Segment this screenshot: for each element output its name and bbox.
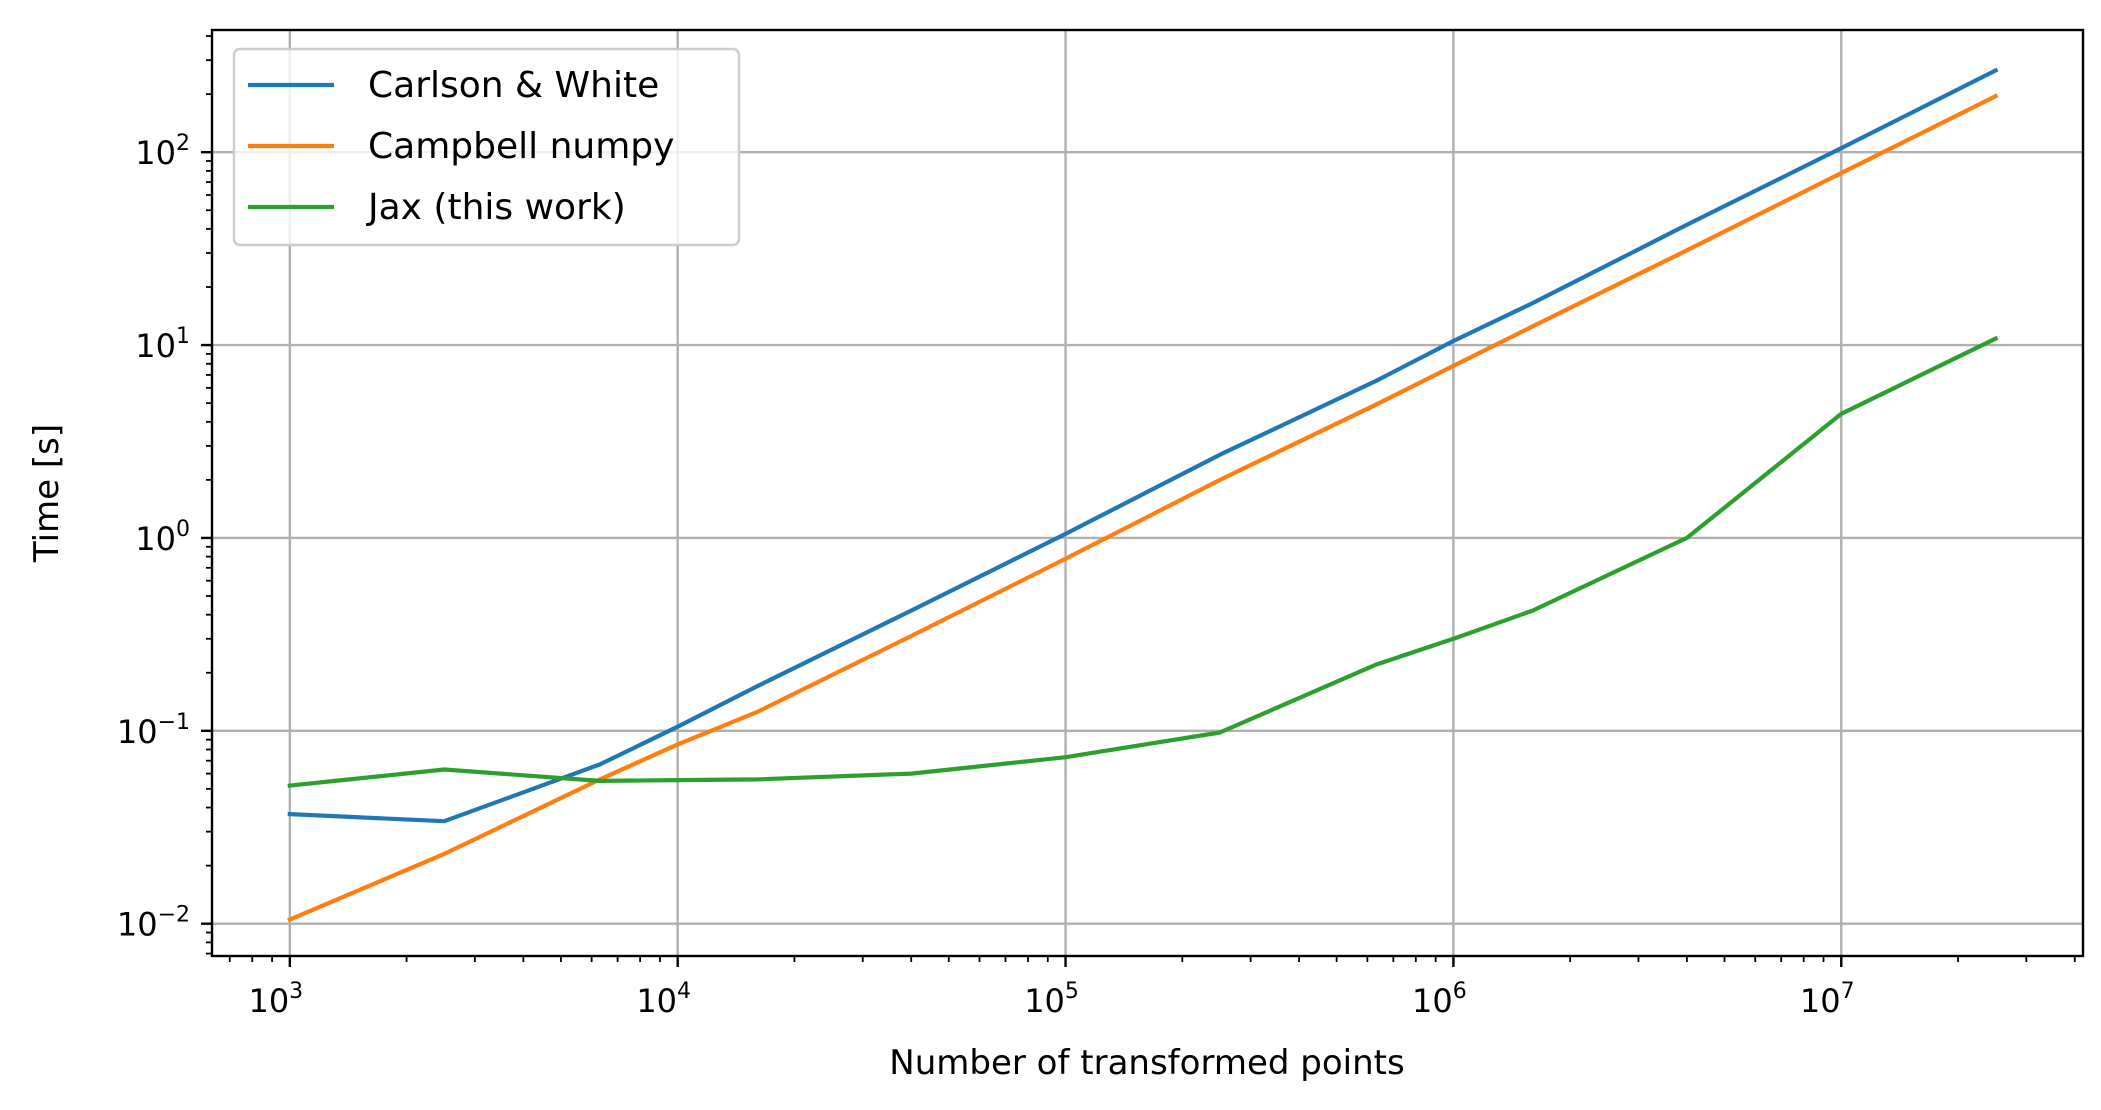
x-tick-label: 105 [1024,979,1079,1020]
y-tick-label: 101 [135,324,190,365]
plot-frame [210,28,2085,958]
x-axis-label: Number of transformed points [889,1043,1404,1083]
x-tick-label: 103 [248,979,303,1020]
legend-label-jax: Jax (this work) [366,187,626,228]
y-tick-label: 102 [135,131,190,172]
legend-box [232,47,741,247]
grid-lines [212,30,2083,956]
legend: Carlson & White Campbell numpy Jax (this… [232,47,741,247]
series-lines [287,67,1999,923]
y-tick-label: 100 [135,517,190,558]
x-tick-label: 106 [1412,979,1467,1020]
major-ticks [201,150,1843,967]
series-line-carlson-white [287,67,1999,824]
legend-label-carlson-white: Carlson & White [368,65,659,106]
y-axis-label: Time [s] [27,424,67,563]
x-tick-label: 104 [636,979,691,1020]
series-line-campbell-numpy [287,93,1999,923]
legend-label-campbell-numpy: Campbell numpy [368,126,674,167]
y-tick-label: 10−2 [117,903,190,944]
tick-labels: 103 104 105 106 107 10−2 10−1 100 101 102 [117,131,1855,1020]
x-tick-label: 107 [1800,979,1855,1020]
series-line-jax-this-work [287,335,1999,788]
y-tick-label: 10−1 [117,710,190,751]
